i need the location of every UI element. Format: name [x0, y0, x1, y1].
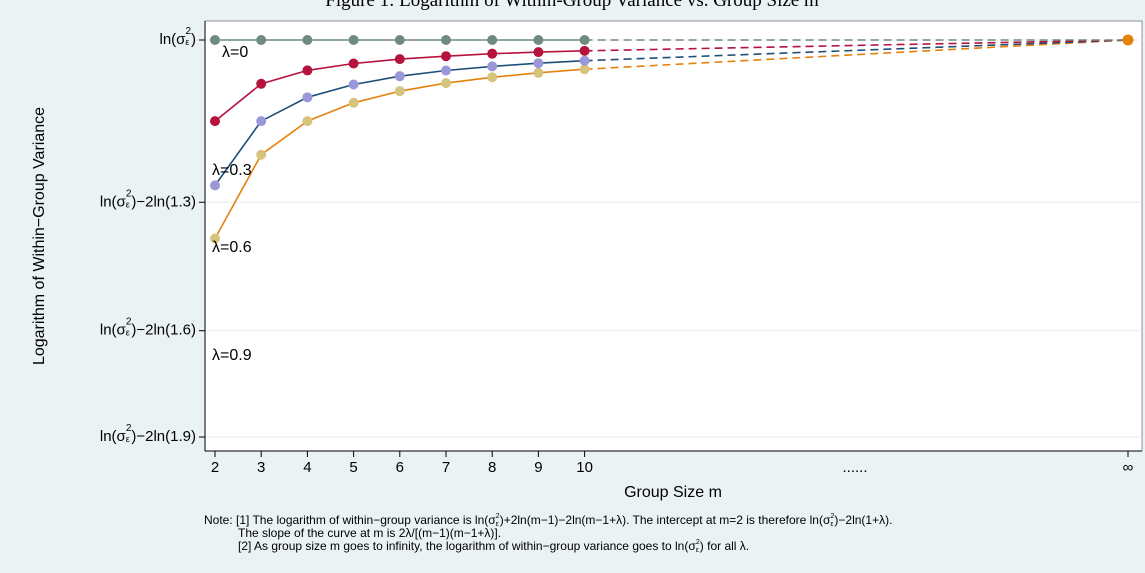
- point-lambda-0.9-m7: [441, 78, 451, 89]
- point-lambda-0.6-m3: [256, 116, 267, 127]
- series-label-lambda-0.3: λ=0.3: [212, 162, 252, 179]
- note-line: [2] As group size m goes to infinity, th…: [238, 539, 749, 554]
- point-lambda-0.3-m9: [533, 47, 544, 58]
- y-axis-title: Logarithm of Within−Group Variance: [31, 107, 48, 365]
- y-tick-label: ln(σε2)−2ln(1.9): [100, 423, 196, 445]
- point-lambda-0.9-m3: [256, 149, 267, 160]
- x-axis-title: Group Size m: [624, 484, 722, 501]
- point-lambda-0.6-m4: [302, 92, 313, 103]
- point-lambda-0.3-m7: [441, 51, 451, 62]
- x-tick-label: 7: [442, 459, 450, 476]
- point-lambda-0.6-m8: [487, 61, 498, 72]
- y-tick-label: ln(σε2)−2ln(1.3): [100, 188, 196, 210]
- x-tick-label: 9: [534, 459, 542, 476]
- y-tick-label: ln(σε2): [159, 26, 196, 48]
- point-lambda-0-m3: [256, 35, 267, 45]
- point-lambda-0-m10: [579, 35, 590, 45]
- series-labels: λ=0 λ=0.3 λ=0.6 λ=0.9: [212, 44, 252, 364]
- point-lambda-0.9-m5: [348, 97, 359, 108]
- point-lambda-0.9-m8: [487, 72, 498, 83]
- plot-area: [204, 20, 1143, 452]
- x-tick-label: 6: [396, 459, 404, 476]
- series-label-lambda-0: λ=0: [222, 44, 248, 61]
- point-lambda-0.3-m8: [487, 48, 498, 59]
- point-lambda-0-m9: [533, 35, 544, 45]
- point-lambda-0.3-m3: [256, 78, 267, 89]
- point-lambda-0.3-m5: [348, 58, 359, 69]
- note-line: The slope of the curve at m is 2λ/[(m−1)…: [238, 526, 501, 540]
- point-lambda-0-m4: [302, 35, 313, 45]
- x-tick-label: 10: [576, 459, 593, 476]
- x-tick-label: 3: [257, 459, 265, 476]
- y-tick-label: ln(σε2)−2ln(1.6): [100, 316, 196, 338]
- x-tick-label: 4: [303, 459, 311, 476]
- point-lambda-0-m5: [348, 35, 359, 45]
- point-lambda-0.9-m2: [210, 233, 220, 244]
- point-lambda-0-m7: [441, 35, 451, 45]
- chart-title: Figure 1: Logarithm of Within-Group Vari…: [325, 0, 819, 11]
- point-lambda-0.3-m10: [579, 45, 590, 56]
- x-tick-label: 2: [211, 459, 219, 476]
- point-lambda-0.9-m4: [302, 116, 313, 127]
- point-lambda-0.9-m6: [394, 86, 405, 97]
- x-tick-label: ......: [842, 459, 867, 476]
- point-lambda-0.6-m9: [533, 58, 544, 69]
- note-block: Note: [1] The logarithm of within−group …: [204, 513, 892, 554]
- point-lambda-0.6-m10: [579, 55, 590, 66]
- x-tick-label: 8: [488, 459, 496, 476]
- point-lambda-0-m8: [487, 35, 498, 45]
- point-lambda-0.9-m9: [533, 67, 544, 78]
- limit-point: [1122, 34, 1134, 46]
- point-lambda-0.3-m2: [210, 116, 220, 127]
- x-tick-label: 5: [349, 459, 357, 476]
- point-lambda-0.3-m6: [394, 54, 405, 65]
- point-lambda-0.9-m10: [579, 64, 590, 75]
- note-line: Note: [1] The logarithm of within−group …: [204, 513, 892, 528]
- point-lambda-0.6-m7: [441, 65, 451, 76]
- x-tick-label: ∞: [1123, 459, 1134, 476]
- point-lambda-0.6-m6: [394, 71, 405, 82]
- grid-lines: [205, 39, 1142, 438]
- series-layer: [210, 34, 1134, 244]
- axes: ln(σε2) ln(σε2)−2ln(1.3) ln(σε2)−2ln(1.6) l…: [100, 21, 1142, 476]
- point-lambda-0.3-m4: [302, 65, 313, 76]
- series-label-lambda-0.6: λ=0.6: [212, 239, 252, 256]
- point-lambda-0.6-m2: [210, 180, 220, 191]
- point-lambda-0.6-m5: [348, 79, 359, 90]
- series-label-lambda-0.9: λ=0.9: [212, 347, 252, 364]
- point-lambda-0-m6: [394, 35, 405, 45]
- point-lambda-0-m2: [210, 35, 220, 45]
